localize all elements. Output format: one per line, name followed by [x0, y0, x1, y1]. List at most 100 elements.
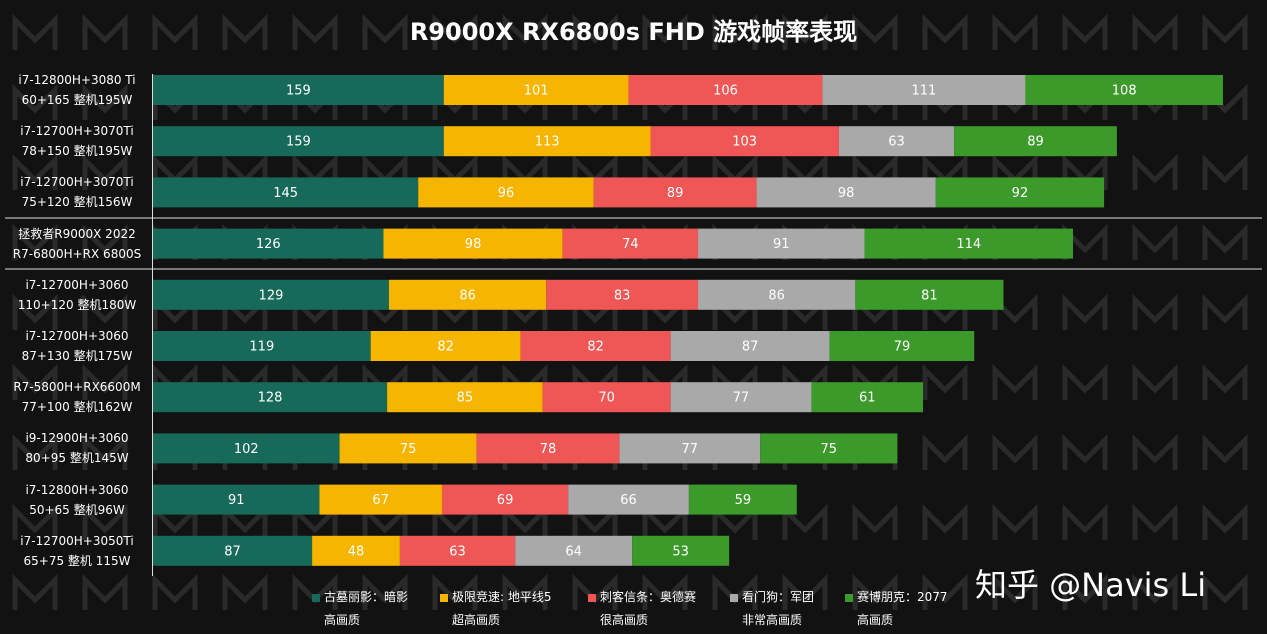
- value-label: 64: [565, 544, 582, 559]
- value-label: 48: [348, 544, 365, 559]
- y-tick-label: i7-12700H+3070Ti 75+120 整机156W: [20, 175, 134, 210]
- value-label: 91: [228, 493, 245, 508]
- legend-swatch: [730, 594, 738, 602]
- legend-label: 看门狗：军团 非常高画质: [742, 590, 815, 627]
- value-label: 111: [912, 84, 937, 99]
- bar-segment: [670, 331, 830, 361]
- value-label: 77: [682, 442, 699, 457]
- y-tick-label: i7-12700H+3060 110+120 整机180W: [17, 277, 137, 312]
- bar-segment: [756, 177, 936, 208]
- bar-segment: [153, 75, 444, 105]
- bar-segment: [418, 177, 594, 208]
- legend-item: 赛博朋克：2077 高画质: [845, 586, 948, 632]
- y-tick-label: R7-5800H+RX6600M 77+100 整机162W: [13, 380, 141, 415]
- bar-segment: [520, 331, 671, 361]
- bar-segment: [153, 433, 340, 464]
- value-label: 87: [742, 340, 759, 355]
- value-label: 59: [735, 493, 752, 508]
- bar-segment: [153, 484, 320, 515]
- bar-segment: [443, 75, 629, 105]
- value-label: 106: [713, 84, 738, 99]
- legend-swatch: [588, 594, 596, 602]
- y-tick-label: i7-12700H+3070Ti 78+150 整机195W: [20, 124, 134, 159]
- bar-segment: [688, 484, 797, 515]
- chart-title: R9000X RX6800s FHD 游戏帧率表现: [409, 18, 858, 46]
- legend-item: 刺客信条：奥德赛 很高画质: [588, 586, 696, 632]
- bar-segment: [399, 535, 516, 566]
- bar-segment: [562, 228, 699, 259]
- value-label: 98: [465, 237, 482, 252]
- bar-segment: [1025, 75, 1223, 105]
- value-label: 128: [258, 391, 283, 406]
- value-label: 75: [821, 442, 838, 457]
- bar-segment: [698, 279, 856, 310]
- bar-segment: [822, 75, 1026, 105]
- value-label: 129: [259, 288, 284, 303]
- bar-segment: [370, 331, 521, 361]
- y-tick-label: i7-12700H+3050Ti 65+75 整机 115W: [20, 533, 134, 568]
- bar-segment: [760, 433, 898, 464]
- watermark: 知乎 @Navis Li: [975, 566, 1207, 604]
- value-label: 53: [672, 544, 689, 559]
- legend-swatch: [440, 594, 448, 602]
- bar-segment: [153, 279, 389, 310]
- legend-label: 古墓丽影：暗影 高画质: [324, 590, 409, 627]
- legend-swatch: [845, 594, 853, 602]
- bar-segment: [628, 75, 823, 105]
- value-label: 102: [234, 442, 259, 457]
- value-label: 103: [732, 135, 757, 150]
- value-label: 159: [286, 135, 311, 150]
- value-label: 85: [457, 391, 474, 406]
- bar-segment: [319, 484, 442, 515]
- value-label: 86: [768, 288, 785, 303]
- legend-item: 看门狗：军团 非常高画质: [730, 586, 814, 632]
- value-label: 81: [921, 288, 938, 303]
- bar-segment: [698, 228, 865, 259]
- value-label: 63: [449, 544, 466, 559]
- value-label: 61: [859, 391, 876, 406]
- bar-segment: [153, 126, 444, 157]
- bar-segment: [568, 484, 689, 515]
- bar-segment: [153, 382, 388, 413]
- bar-segment: [153, 228, 384, 259]
- legend-item: 极限竞速: 地平线5 超高画质: [440, 586, 552, 632]
- bar-segment: [619, 433, 761, 464]
- y-tick-label: 拯救者R9000X 2022 R7-6800H+RX 6800S: [12, 226, 142, 261]
- value-label: 78: [540, 442, 557, 457]
- value-label: 75: [400, 442, 417, 457]
- value-label: 114: [956, 237, 981, 252]
- y-tick-label: i7-12800H+3080 Ti 60+165 整机195W: [18, 73, 136, 107]
- value-label: 98: [838, 186, 855, 201]
- legend-label: 刺客信条：奥德赛 很高画质: [600, 590, 697, 627]
- value-label: 69: [497, 493, 514, 508]
- y-tick-label: i7-12700H+3060 87+130 整机175W: [21, 329, 133, 363]
- value-label: 86: [459, 288, 476, 303]
- bar-segment: [542, 382, 671, 413]
- bar-segment: [632, 535, 730, 566]
- value-label: 87: [224, 544, 241, 559]
- bar-segment: [811, 382, 924, 413]
- bar-segment: [864, 228, 1073, 259]
- value-label: 77: [733, 391, 750, 406]
- bar-segment: [829, 331, 975, 361]
- value-label: 83: [614, 288, 631, 303]
- bar-segment: [670, 382, 812, 413]
- value-label: 89: [667, 186, 684, 201]
- value-label: 74: [622, 237, 639, 252]
- value-label: 67: [372, 493, 389, 508]
- legend-label: 赛博朋克：2077 高画质: [857, 590, 948, 627]
- bar-segment: [546, 279, 699, 310]
- bar-segment: [476, 433, 620, 464]
- bar-segment: [153, 331, 371, 361]
- bar-segment: [383, 228, 563, 259]
- value-label: 63: [888, 135, 905, 150]
- bar-segment: [387, 382, 543, 413]
- bar-segment: [650, 126, 839, 157]
- legend-swatch: [312, 594, 320, 602]
- legend-label: 极限竞速: 地平线5 超高画质: [452, 590, 552, 627]
- bar-segment: [935, 177, 1105, 208]
- bar-segment: [855, 279, 1004, 310]
